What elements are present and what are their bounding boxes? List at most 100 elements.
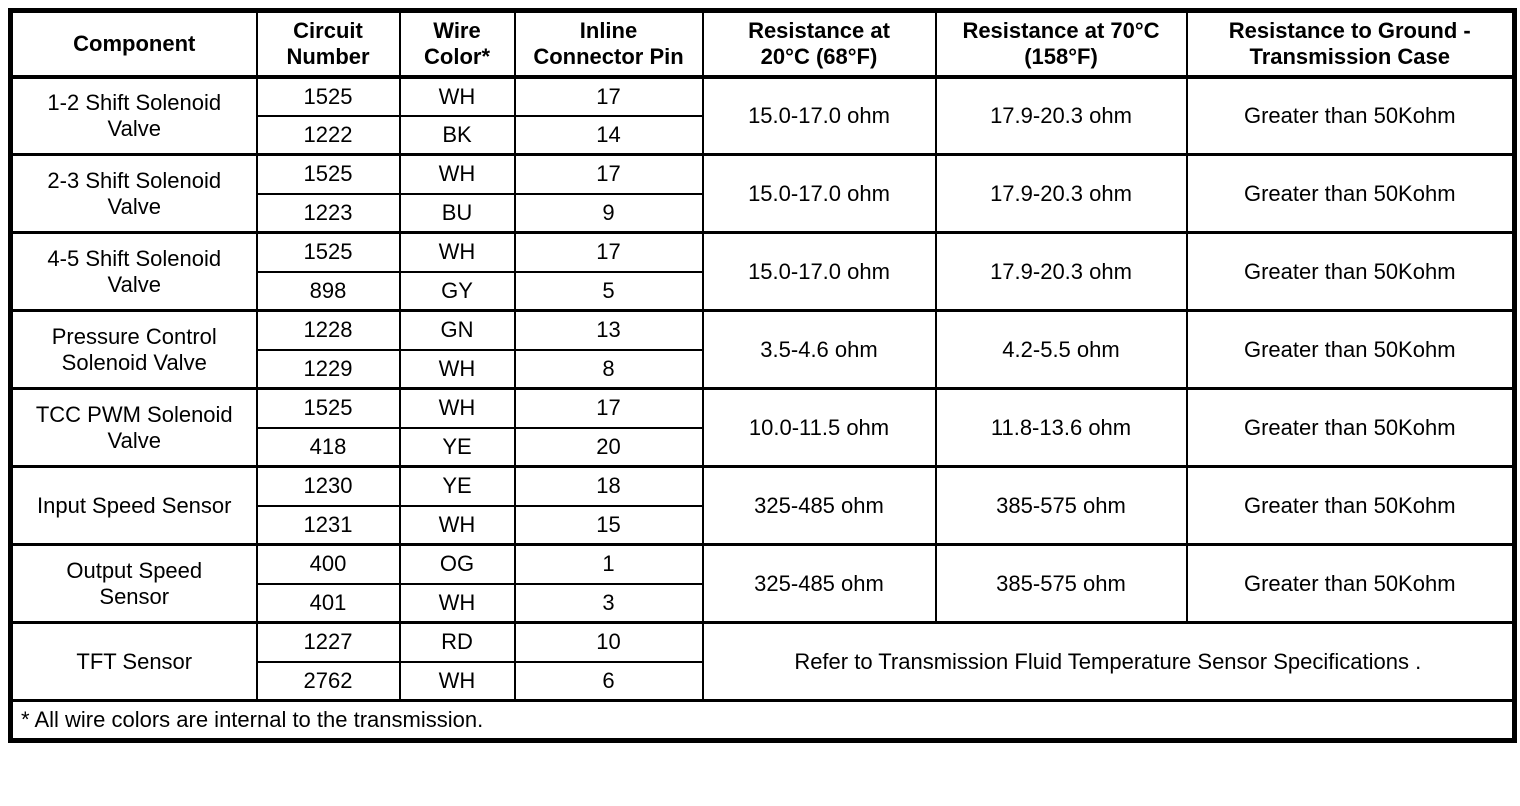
connector-pin-cell: 15 [513,504,704,546]
wire-color-cell: WH [398,387,516,429]
connector-pin-cell: 9 [513,192,704,234]
table-subrow: 1231 WH 15 [11,504,1515,546]
wire-color-cell: WH [398,348,516,390]
resistance-20c-cell: 15.0-17.0 ohm [701,75,937,156]
connector-pin-cell: 17 [513,387,704,429]
table-row: 1-2 Shift Solenoid Valve 1525 WH 17 15.0-17.… [9,75,1516,156]
column-header-resistance-20c: Resistance at 20°C (68°F) [701,9,937,79]
table-row: TFT Sensor 1227 RD 10 Refer to Transmission … [9,621,1516,702]
resistance-ground-cell: Greater than 50Kohm [1185,387,1516,468]
component-cell: Output Speed Sensor [9,543,258,624]
circuit-number-cell: 1230 [255,465,401,507]
connector-pin-cell: 3 [513,582,704,624]
circuit-number-cell: 1525 [255,75,401,117]
table-subrow: 418 YE 20 [11,426,1515,468]
wire-color-cell: WH [398,231,516,273]
table-row: Input Speed Sensor 1230 YE 18 325-485 ohm 385… [9,465,1516,546]
circuit-number-cell: 1222 [255,114,401,156]
circuit-number-cell: 1223 [255,192,401,234]
table-row: TCC PWM Solenoid Valve 1525 WH 17 10.0-11.5 … [9,387,1516,468]
component-cell: TFT Sensor [9,621,258,702]
column-header-wire-color: Wire Color* [398,9,516,79]
connector-pin-cell: 14 [513,114,704,156]
component-cell: 4-5 Shift Solenoid Valve [9,231,258,312]
wire-color-cell: RD [398,621,516,663]
wire-color-cell: WH [398,153,516,195]
wire-color-cell: YE [398,465,516,507]
column-header-component: Component [9,9,258,79]
component-cell: 1-2 Shift Solenoid Valve [9,75,258,156]
footnote: * All wire colors are internal to the tr… [9,699,1516,742]
wire-color-cell: WH [398,504,516,546]
wire-color-cell: BU [398,192,516,234]
resistance-ground-cell: Greater than 50Kohm [1185,153,1516,234]
resistance-70c-cell: 385-575 ohm [934,543,1188,624]
circuit-number-cell: 2762 [255,660,401,702]
wire-color-cell: GN [398,309,516,351]
circuit-number-cell: 1231 [255,504,401,546]
resistance-70c-cell: 11.8-13.6 ohm [934,387,1188,468]
resistance-ground-cell: Greater than 50Kohm [1185,465,1516,546]
component-cell: TCC PWM Solenoid Valve [9,387,258,468]
component-cell: Pressure Control Solenoid Valve [9,309,258,390]
connector-pin-cell: 18 [513,465,704,507]
table-subrow: 401 WH 3 [11,582,1515,624]
connector-pin-cell: 13 [513,309,704,351]
resistance-70c-cell: 17.9-20.3 ohm [934,231,1188,312]
spec-table-body: 1-2 Shift Solenoid Valve 1525 WH 17 15.0-17.… [9,75,1516,742]
connector-pin-cell: 1 [513,543,704,585]
table-row: 2-3 Shift Solenoid Valve 1525 WH 17 15.0-17.… [9,153,1516,234]
connector-pin-cell: 20 [513,426,704,468]
table-subrow: 898 GY 5 [11,270,1515,312]
circuit-number-cell: 1525 [255,387,401,429]
table-subrow: 2762 WH 6 [11,660,1515,702]
circuit-number-cell: 401 [255,582,401,624]
circuit-number-cell: 1228 [255,309,401,351]
circuit-number-cell: 400 [255,543,401,585]
tft-note-cell: Refer to Transmission Fluid Temperature … [701,621,1516,702]
wire-color-cell: WH [398,582,516,624]
connector-pin-cell: 10 [513,621,704,663]
wire-color-cell: OG [398,543,516,585]
circuit-number-cell: 418 [255,426,401,468]
circuit-number-cell: 1525 [255,153,401,195]
resistance-20c-cell: 15.0-17.0 ohm [701,153,937,234]
column-header-resistance-70c: Resistance at 70°C (158°F) [934,9,1188,79]
column-header-connector-pin: Inline Connector Pin [513,9,704,79]
document-page: Component Circuit Number Wire Color* Inline… [8,8,1517,743]
header-row: Component Circuit Number Wire Color* Inline… [9,9,1516,79]
footnote-row: * All wire colors are internal to the tr… [9,699,1516,742]
table-subrow: 1229 WH 8 [11,348,1515,390]
column-header-circuit-number: Circuit Number [255,9,401,79]
wire-color-cell: WH [398,660,516,702]
spec-table: Component Circuit Number Wire Color* Inline… [8,8,1517,743]
connector-pin-cell: 6 [513,660,704,702]
spec-table-header: Component Circuit Number Wire Color* Inline… [9,9,1516,79]
resistance-70c-cell: 17.9-20.3 ohm [934,153,1188,234]
wire-color-cell: WH [398,75,516,117]
resistance-70c-cell: 17.9-20.3 ohm [934,75,1188,156]
table-row: Output Speed Sensor 400 OG 1 325-485 ohm 385-… [9,543,1516,624]
connector-pin-cell: 17 [513,231,704,273]
resistance-ground-cell: Greater than 50Kohm [1185,309,1516,390]
table-row: 4-5 Shift Solenoid Valve 1525 WH 17 15.0-17.… [9,231,1516,312]
wire-color-cell: YE [398,426,516,468]
connector-pin-cell: 17 [513,153,704,195]
resistance-70c-cell: 4.2-5.5 ohm [934,309,1188,390]
component-cell: Input Speed Sensor [9,465,258,546]
resistance-20c-cell: 325-485 ohm [701,543,937,624]
component-cell: 2-3 Shift Solenoid Valve [9,153,258,234]
resistance-ground-cell: Greater than 50Kohm [1185,231,1516,312]
resistance-20c-cell: 3.5-4.6 ohm [701,309,937,390]
connector-pin-cell: 8 [513,348,704,390]
resistance-20c-cell: 15.0-17.0 ohm [701,231,937,312]
circuit-number-cell: 1227 [255,621,401,663]
resistance-ground-cell: Greater than 50Kohm [1185,543,1516,624]
circuit-number-cell: 1229 [255,348,401,390]
column-header-resistance-ground: Resistance to Ground - Transmission Case [1185,9,1516,79]
resistance-ground-cell: Greater than 50Kohm [1185,75,1516,156]
resistance-20c-cell: 10.0-11.5 ohm [701,387,937,468]
wire-color-cell: BK [398,114,516,156]
resistance-70c-cell: 385-575 ohm [934,465,1188,546]
circuit-number-cell: 1525 [255,231,401,273]
